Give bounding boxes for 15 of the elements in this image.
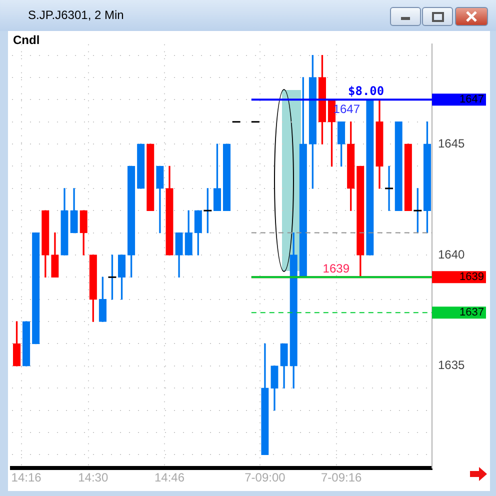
x-tick-label: 14:46 [154,470,185,485]
x-tick-label: 14:16 [11,470,42,485]
ref-line-label: 1637 [460,306,484,319]
y-tick-label: 1645 [438,136,466,150]
chart-title: S.JP.J6301, 2 Min [28,8,124,22]
annotation: 1639 [322,261,350,276]
chart-subtitle: Cndl [13,33,40,47]
ref-line-label: 1647 [460,94,484,106]
ref-line-label: 1639 [460,271,484,284]
x-tick-label: 7-09:00 [244,470,286,485]
annotation: $8.00 [348,84,384,98]
y-tick-label: 1635 [438,358,466,372]
x-tick-label: 7-09:16 [320,470,362,485]
y-tick-label: 1640 [438,247,466,262]
x-tick-label: 14:30 [78,470,108,485]
